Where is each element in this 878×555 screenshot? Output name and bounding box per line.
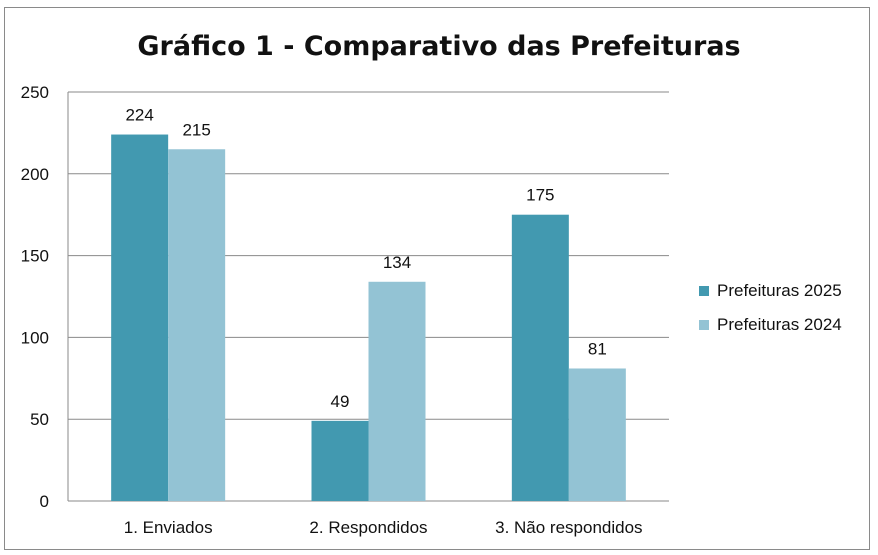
y-tick-label: 150 [21, 247, 49, 266]
bar-series1-cat3 [511, 214, 569, 501]
legend-label: Prefeituras 2024 [717, 315, 842, 334]
bar-series2-cat3 [568, 368, 626, 501]
y-tick-label: 50 [30, 410, 49, 429]
data-label: 175 [526, 186, 554, 205]
bar-series1-cat1 [111, 134, 169, 501]
axes: 0 50 100 150 200 250 1. Enviados 2. Respondidos… [21, 83, 669, 537]
data-label: 49 [331, 392, 350, 411]
y-tick-label: 200 [21, 165, 49, 184]
x-tick-label: 1. Enviados [124, 518, 213, 537]
bar-series2-cat2 [368, 281, 426, 501]
bar-series2-cat1 [168, 149, 226, 501]
x-tick-label: 2. Respondidos [309, 518, 427, 537]
bar-series1-cat2 [311, 420, 369, 501]
x-tick-label: 3. Não respondidos [495, 518, 642, 537]
data-label: 224 [125, 106, 153, 125]
bars [111, 134, 626, 501]
legend-swatch [699, 320, 709, 330]
chart-frame: Gráfico 1 - Comparativo das Prefeituras … [4, 7, 870, 550]
data-label: 134 [383, 253, 411, 272]
legend-swatch [699, 286, 709, 296]
data-label: 215 [182, 120, 210, 139]
y-tick-label: 250 [21, 83, 49, 102]
legend-label: Prefeituras 2025 [717, 281, 842, 300]
data-labels: 224 215 49 134 175 81 [125, 106, 606, 411]
y-tick-label: 0 [40, 492, 49, 511]
bar-chart: Gráfico 1 - Comparativo das Prefeituras … [21, 31, 842, 537]
legend: Prefeituras 2025 Prefeituras 2024 [699, 281, 842, 334]
data-label: 81 [588, 339, 607, 358]
y-tick-label: 100 [21, 328, 49, 347]
chart-title: Gráfico 1 - Comparativo das Prefeituras [137, 31, 740, 62]
